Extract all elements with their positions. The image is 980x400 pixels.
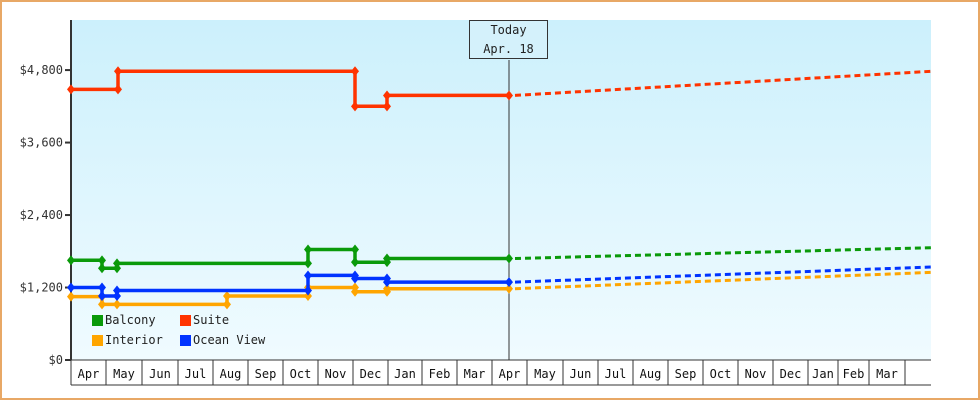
legend-item-ocean-view[interactable]: Ocean View	[180, 332, 290, 348]
balcony-swatch-icon	[92, 314, 103, 326]
data-point	[223, 299, 231, 310]
data-point	[505, 283, 513, 294]
y-tick-label: $4,800	[20, 63, 63, 77]
data-point	[98, 255, 106, 266]
today-date: Apr. 18	[483, 42, 534, 56]
month-label: Feb	[843, 367, 865, 381]
ocean-view-swatch-icon	[180, 334, 191, 346]
data-point	[383, 90, 391, 101]
data-point	[98, 290, 106, 301]
data-point	[351, 244, 359, 255]
data-point	[114, 84, 122, 95]
month-label: Jan	[394, 367, 416, 381]
month-label: Jan	[812, 367, 834, 381]
data-point	[351, 257, 359, 268]
month-label: Aug	[640, 367, 662, 381]
y-tick-label: $2,400	[20, 208, 63, 222]
data-point	[383, 101, 391, 112]
month-label: Jun	[570, 367, 592, 381]
data-point	[304, 270, 312, 281]
month-label: Aug	[220, 367, 242, 381]
month-label: Apr	[78, 367, 100, 381]
data-point	[304, 244, 312, 255]
series-group	[67, 66, 932, 310]
x-axis: Apr May Jun Jul Aug Sep Oct Nov Dec Jan Feb Mar Apr M…	[70, 359, 931, 386]
month-label: Sep	[255, 367, 277, 381]
data-point	[383, 253, 391, 264]
data-point	[67, 84, 75, 95]
legend-label: Suite	[193, 313, 230, 327]
month-label: Nov	[325, 367, 347, 381]
legend-label: Ocean View	[193, 333, 266, 347]
y-axis: $0 $1,200 $2,400 $3,600 $4,800	[20, 20, 72, 367]
month-label: Mar	[876, 367, 898, 381]
data-point	[304, 290, 312, 301]
today-marker: Today Apr. 18	[469, 20, 548, 59]
data-point	[383, 283, 391, 294]
month-label: Jul	[605, 367, 627, 381]
data-point	[351, 286, 359, 297]
data-point	[98, 282, 106, 293]
month-label: Dec	[360, 367, 382, 381]
legend-item-balcony[interactable]: Balcony	[92, 312, 180, 328]
data-point	[304, 285, 312, 296]
data-point	[67, 255, 75, 266]
legend-item-suite[interactable]: Suite	[180, 312, 290, 328]
month-label: Jun	[149, 367, 171, 381]
data-point	[505, 277, 513, 288]
data-point	[505, 90, 513, 101]
data-point	[113, 258, 121, 269]
month-label: May	[113, 367, 135, 381]
data-point	[113, 285, 121, 296]
month-label: Nov	[745, 367, 767, 381]
data-point	[351, 273, 359, 284]
data-point	[383, 277, 391, 288]
month-label: May	[534, 367, 556, 381]
data-point	[351, 101, 359, 112]
legend-item-interior[interactable]: Interior	[92, 332, 180, 348]
data-point	[351, 66, 359, 77]
data-point	[114, 66, 122, 77]
data-point	[98, 299, 106, 310]
y-tick-label: $3,600	[20, 136, 63, 150]
y-tick-label: $0	[49, 353, 63, 367]
month-label: Sep	[675, 367, 697, 381]
month-label: Feb	[429, 367, 451, 381]
legend: Balcony Suite Interior Ocean View	[92, 312, 290, 348]
data-point	[67, 282, 75, 293]
data-point	[505, 253, 513, 264]
data-point	[67, 291, 75, 302]
data-point	[113, 299, 121, 310]
suite-swatch-icon	[180, 314, 191, 326]
month-label: Jul	[185, 367, 207, 381]
month-label: Mar	[464, 367, 486, 381]
interior-swatch-icon	[92, 334, 103, 346]
legend-label: Interior	[105, 333, 163, 347]
data-point	[113, 290, 121, 301]
month-label: Oct	[290, 367, 312, 381]
data-point	[304, 258, 312, 269]
data-point	[223, 290, 231, 301]
month-label: Dec	[780, 367, 802, 381]
month-label: Apr	[499, 367, 521, 381]
legend-label: Balcony	[105, 313, 156, 327]
today-label: Today	[490, 23, 527, 37]
month-label: Oct	[710, 367, 732, 381]
y-tick-label: $1,200	[20, 281, 63, 295]
data-point	[98, 263, 106, 274]
